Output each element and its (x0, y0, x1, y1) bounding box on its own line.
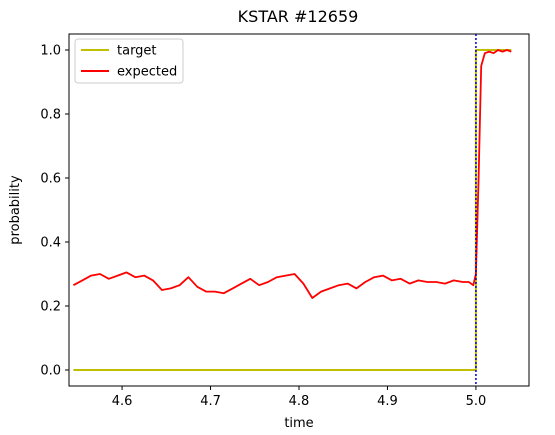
plot-frame (68, 33, 530, 387)
x-tick-label-4: 5.0 (466, 394, 487, 409)
legend-label-target: target (117, 44, 157, 59)
chart-title: KSTAR #12659 (238, 7, 359, 26)
y-tick-label-3: 0.6 (40, 172, 61, 187)
legend: target expected (74, 38, 184, 84)
y-tick-label-1: 0.2 (40, 300, 61, 315)
legend-label-expected: expected (117, 65, 177, 80)
y-tick-label-4: 0.8 (40, 108, 61, 123)
x-tick-label-1: 4.7 (200, 394, 221, 409)
series-line-expected (72, 49, 512, 299)
x-tick-label-2: 4.8 (289, 394, 310, 409)
y-tick-label-5: 1.0 (40, 44, 61, 59)
y-axis-label: probability (8, 175, 23, 245)
chart-marks (72, 34, 512, 386)
y-axis-ticks: 0.0 0.2 0.4 0.6 0.8 1.0 (40, 44, 69, 379)
y-tick-label-2: 0.4 (40, 236, 61, 251)
x-tick-label-3: 4.9 (377, 394, 398, 409)
y-tick-label-0: 0.0 (40, 364, 61, 379)
x-axis-label: time (284, 416, 313, 431)
x-tick-label-0: 4.6 (112, 394, 133, 409)
plot-area (68, 33, 530, 387)
series-line-target (73, 49, 512, 371)
x-axis-ticks: 4.6 4.7 4.8 4.9 5.0 (112, 386, 487, 409)
